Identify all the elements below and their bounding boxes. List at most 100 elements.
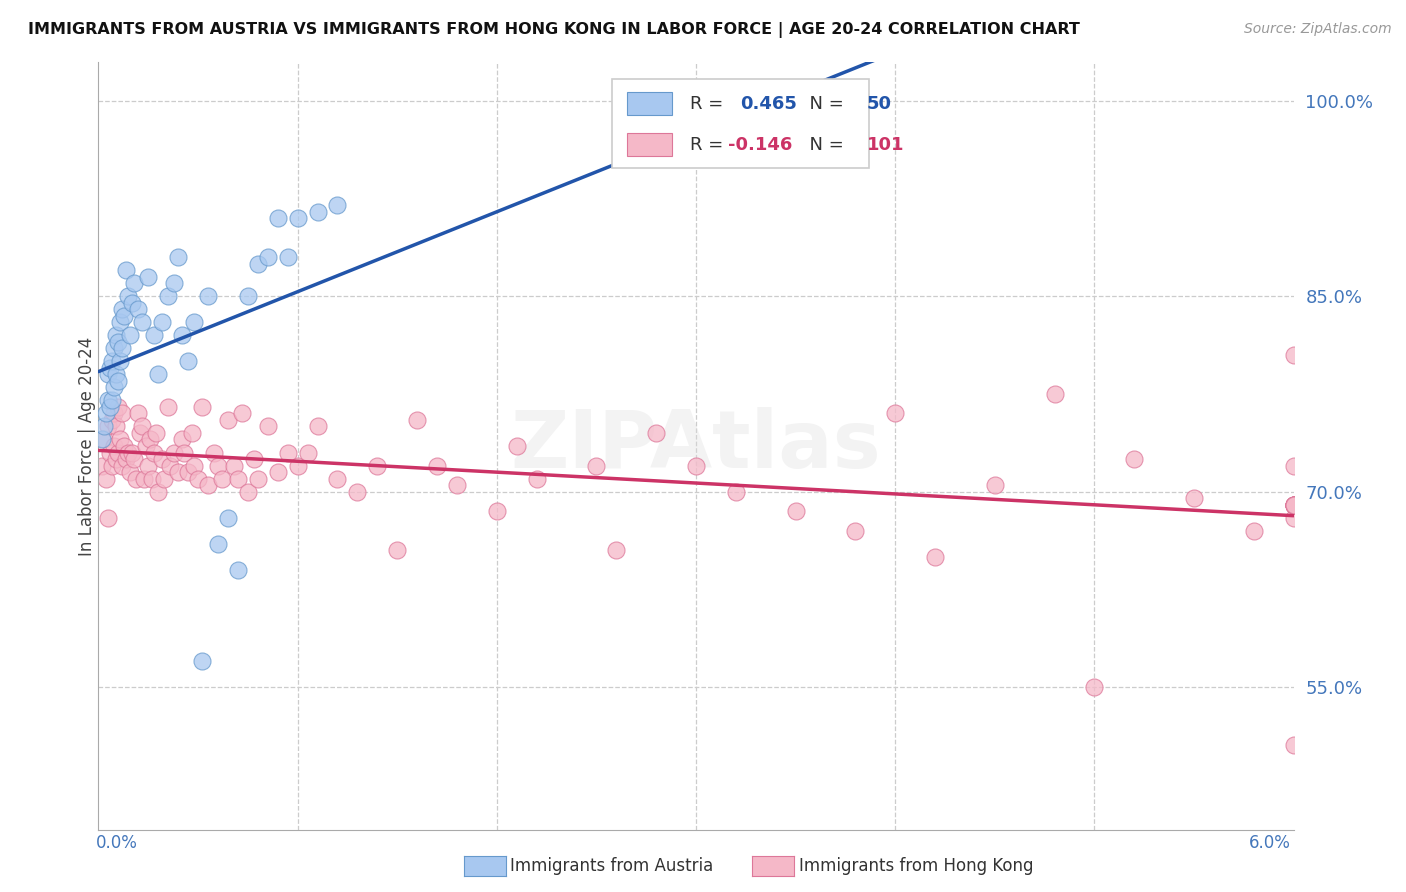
Point xyxy=(107,374,129,388)
Point xyxy=(243,452,266,467)
Point xyxy=(143,445,166,459)
Point xyxy=(101,413,124,427)
Point xyxy=(884,407,907,421)
Point xyxy=(585,458,607,473)
Point xyxy=(143,328,166,343)
Point xyxy=(1243,524,1265,538)
Point xyxy=(103,439,125,453)
Point xyxy=(136,458,159,473)
Point xyxy=(217,413,239,427)
Point xyxy=(207,536,229,550)
Point xyxy=(105,419,128,434)
Point xyxy=(183,458,205,473)
Point xyxy=(183,316,205,330)
Point xyxy=(101,354,124,368)
Point xyxy=(148,368,170,382)
Point xyxy=(93,433,115,447)
Text: 0.465: 0.465 xyxy=(740,95,797,113)
Point xyxy=(605,543,627,558)
Point xyxy=(136,270,159,285)
Point xyxy=(97,419,120,434)
Point xyxy=(446,478,468,492)
FancyBboxPatch shape xyxy=(613,79,869,168)
Point xyxy=(98,400,122,414)
Point xyxy=(112,439,135,453)
Point xyxy=(1282,498,1305,512)
Point xyxy=(129,425,152,440)
Point xyxy=(187,471,209,485)
Point xyxy=(101,393,124,408)
Point xyxy=(96,407,118,421)
Point xyxy=(844,524,866,538)
Point xyxy=(111,407,134,421)
Point xyxy=(93,419,115,434)
Point xyxy=(1282,498,1305,512)
Point xyxy=(1123,452,1146,467)
Text: 0.0%: 0.0% xyxy=(96,834,138,852)
Point xyxy=(167,465,190,479)
Point xyxy=(267,465,290,479)
Point xyxy=(111,302,134,317)
Point xyxy=(277,251,299,265)
Point xyxy=(111,342,134,356)
Point xyxy=(645,425,668,440)
Point xyxy=(236,484,259,499)
Point xyxy=(107,445,129,459)
Point xyxy=(256,251,278,265)
Point xyxy=(97,368,120,382)
Point xyxy=(110,433,132,447)
Point xyxy=(153,471,176,485)
Point xyxy=(115,452,138,467)
Point xyxy=(127,407,149,421)
Point xyxy=(287,211,309,226)
Point xyxy=(924,549,946,564)
Point xyxy=(246,471,269,485)
Point xyxy=(145,425,167,440)
Point xyxy=(307,419,329,434)
Point xyxy=(173,445,195,459)
Point xyxy=(231,407,253,421)
Point xyxy=(159,458,181,473)
Point xyxy=(105,328,128,343)
Point xyxy=(277,445,299,459)
Text: IMMIGRANTS FROM AUSTRIA VS IMMIGRANTS FROM HONG KONG IN LABOR FORCE | AGE 20-24 : IMMIGRANTS FROM AUSTRIA VS IMMIGRANTS FR… xyxy=(28,22,1080,38)
Text: 50: 50 xyxy=(868,95,891,113)
Point xyxy=(226,562,249,576)
Point xyxy=(124,452,146,467)
Point xyxy=(1282,498,1305,512)
Point xyxy=(326,198,349,212)
Point xyxy=(526,471,548,485)
Point xyxy=(98,445,122,459)
Point xyxy=(485,504,508,518)
Point xyxy=(167,251,190,265)
Text: 6.0%: 6.0% xyxy=(1249,834,1291,852)
Point xyxy=(256,419,278,434)
Point xyxy=(134,471,156,485)
Point xyxy=(222,458,245,473)
Point xyxy=(191,654,214,668)
Point xyxy=(172,328,194,343)
Text: N =: N = xyxy=(797,136,849,153)
Point xyxy=(103,342,125,356)
Point xyxy=(157,289,180,303)
Point xyxy=(127,302,149,317)
Point xyxy=(110,316,132,330)
Point xyxy=(112,309,135,323)
Point xyxy=(287,458,309,473)
Point xyxy=(1282,510,1305,524)
Point xyxy=(1043,387,1066,401)
Point xyxy=(103,407,125,421)
Point xyxy=(1182,491,1205,505)
Point xyxy=(207,458,229,473)
Point xyxy=(1282,458,1305,473)
Point xyxy=(97,510,120,524)
Point xyxy=(111,458,134,473)
Point xyxy=(1282,498,1305,512)
Point xyxy=(121,296,143,310)
Point xyxy=(366,458,388,473)
Point xyxy=(110,354,132,368)
Point xyxy=(177,465,200,479)
Point xyxy=(1282,498,1305,512)
Point xyxy=(181,425,204,440)
Point xyxy=(197,289,219,303)
